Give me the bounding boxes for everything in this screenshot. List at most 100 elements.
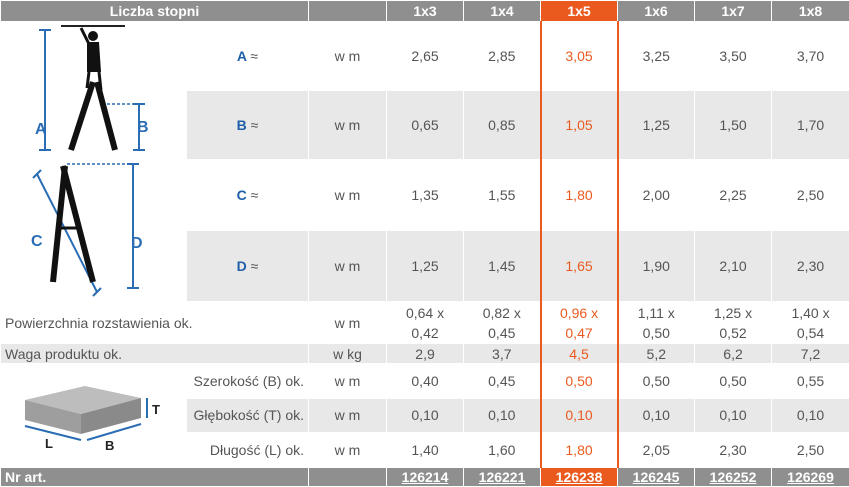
value-cell: 1,40 bbox=[387, 433, 464, 468]
value-cell: 1,35 bbox=[387, 160, 464, 231]
ladder-open-diagram: D C bbox=[1, 160, 187, 302]
dim-label-c: C bbox=[31, 233, 43, 250]
col-header-highlighted: 1x5 bbox=[541, 1, 618, 22]
col-header: 1x3 bbox=[387, 1, 464, 22]
row-a: A B A ≈ w m 2,65 2,85 3,05 3,25 3,50 3,7… bbox=[1, 22, 849, 91]
value-cell: 2,00 bbox=[618, 160, 695, 231]
unit-cell: w kg bbox=[309, 344, 387, 364]
unit-cell: w m bbox=[309, 433, 387, 468]
value-cell: 5,2 bbox=[618, 344, 695, 364]
value-cell: 1,25 bbox=[387, 231, 464, 302]
value-cell: 1,70 bbox=[772, 91, 849, 160]
col-header: 1x4 bbox=[464, 1, 541, 22]
open-ladder-illustration: D C bbox=[1, 160, 187, 298]
col-header: 1x7 bbox=[695, 1, 772, 22]
value-cell: 3,25 bbox=[618, 22, 695, 91]
value-cell: 0,55 bbox=[772, 364, 849, 399]
row-label-length: Długość (L) ok. bbox=[187, 433, 309, 468]
dim-label-t: T bbox=[152, 402, 160, 417]
value-cell: 2,30 bbox=[772, 231, 849, 302]
unit-cell: w m bbox=[309, 364, 387, 399]
value-cell-highlighted: 1,80 bbox=[541, 160, 618, 231]
value-cell: 0,10 bbox=[618, 398, 695, 433]
dim-label-l: L bbox=[45, 436, 53, 451]
value-cell: 2,10 bbox=[695, 231, 772, 302]
header-title: Liczba stopni bbox=[1, 1, 309, 22]
value-cell: 0,85 bbox=[464, 91, 541, 160]
row-weight: Waga produktu ok. w kg 2,9 3,7 4,5 5,2 6… bbox=[1, 344, 849, 364]
value-cell: 1,45 bbox=[464, 231, 541, 302]
value-cell: 2,85 bbox=[464, 22, 541, 91]
unit-cell: w m bbox=[309, 302, 387, 344]
value-cell: 2,05 bbox=[618, 433, 695, 468]
value-cell: 6,2 bbox=[695, 344, 772, 364]
value-cell: 3,70 bbox=[772, 22, 849, 91]
value-cell: 0,45 bbox=[464, 364, 541, 399]
value-cell: 2,50 bbox=[772, 433, 849, 468]
value-cell: 0,10 bbox=[695, 398, 772, 433]
dim-label-a: A bbox=[35, 121, 47, 138]
value-cell: 2,25 bbox=[695, 160, 772, 231]
value-cell: 2,65 bbox=[387, 22, 464, 91]
unit-cell: w m bbox=[309, 231, 387, 302]
row-width: T L B Szerokość (B) ok. w m 0,40 0,45 0,… bbox=[1, 364, 849, 399]
value-cell: 0,50 bbox=[695, 364, 772, 399]
value-cell: 2,9 bbox=[387, 344, 464, 364]
value-cell-highlighted: 3,05 bbox=[541, 22, 618, 91]
header-row: Liczba stopni 1x3 1x4 1x5 1x6 1x7 1x8 bbox=[1, 1, 849, 22]
value-cell: 1,50 bbox=[695, 91, 772, 160]
value-cell: 7,2 bbox=[772, 344, 849, 364]
value-cell: 0,40 bbox=[387, 364, 464, 399]
row-label-b: B ≈ bbox=[187, 91, 309, 160]
value-cell: 3,50 bbox=[695, 22, 772, 91]
col-header: 1x8 bbox=[772, 1, 849, 22]
value-cell-highlighted: 1,05 bbox=[541, 91, 618, 160]
value-cell: 2,50 bbox=[772, 160, 849, 231]
value-cell-highlighted: 0,50 bbox=[541, 364, 618, 399]
row-surface: Powierzchnia rozstawienia ok. w m 0,64 x… bbox=[1, 302, 849, 344]
row-label-c: C ≈ bbox=[187, 160, 309, 231]
value-cell: 3,7 bbox=[464, 344, 541, 364]
row-label-a: A ≈ bbox=[187, 22, 309, 91]
value-cell-highlighted: 1,80 bbox=[541, 433, 618, 468]
value-cell: 0,50 bbox=[618, 364, 695, 399]
header-unit-blank bbox=[309, 1, 387, 22]
row-label-width: Szerokość (B) ok. bbox=[187, 364, 309, 399]
value-cell-highlighted: 4,5 bbox=[541, 344, 618, 364]
package-box-illustration: T L B bbox=[1, 364, 187, 464]
value-cell: 1,25 bbox=[618, 91, 695, 160]
unit-cell: w m bbox=[309, 22, 387, 91]
value-cell: 1,90 bbox=[618, 231, 695, 302]
dim-label-b: B bbox=[137, 119, 149, 136]
dim-label-d: D bbox=[131, 235, 143, 252]
row-label-depth: Głębokość (T) ok. bbox=[187, 398, 309, 433]
row-label-d: D ≈ bbox=[187, 231, 309, 302]
value-cell: 1,55 bbox=[464, 160, 541, 231]
value-cell-highlighted: 0,10 bbox=[541, 398, 618, 433]
unit-cell: w m bbox=[309, 91, 387, 160]
value-cell: 0,10 bbox=[387, 398, 464, 433]
row-label-surface: Powierzchnia rozstawienia ok. bbox=[1, 302, 309, 344]
package-diagram: T L B bbox=[1, 364, 187, 468]
col-header: 1x6 bbox=[618, 1, 695, 22]
row-label-weight: Waga produktu ok. bbox=[1, 344, 309, 364]
unit-cell: w m bbox=[309, 398, 387, 433]
unit-cell: w m bbox=[309, 160, 387, 231]
value-cell: 2,30 bbox=[695, 433, 772, 468]
value-cell-highlighted: 1,65 bbox=[541, 231, 618, 302]
ladder-person-diagram: A B bbox=[1, 22, 187, 160]
value-cell: 0,10 bbox=[772, 398, 849, 433]
ladder-person-illustration: A B bbox=[1, 22, 187, 156]
row-c: D C C ≈ w m 1,35 1,55 1,80 2,00 2,25 2,5… bbox=[1, 160, 849, 231]
value-cell: 0,10 bbox=[464, 398, 541, 433]
value-cell: 0,65 bbox=[387, 91, 464, 160]
dim-label-b-box: B bbox=[105, 438, 114, 453]
value-cell: 1,60 bbox=[464, 433, 541, 468]
